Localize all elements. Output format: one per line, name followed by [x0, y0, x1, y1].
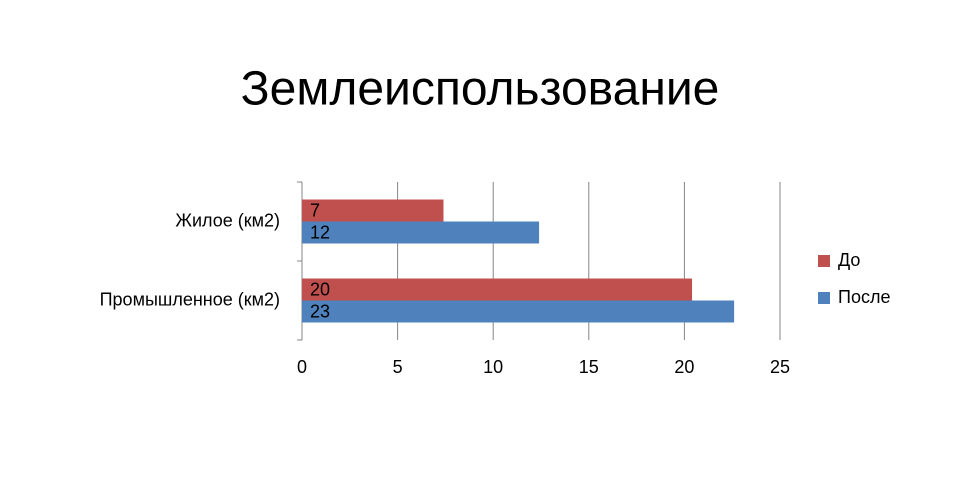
legend-swatch — [818, 255, 830, 267]
bar — [302, 300, 735, 323]
x-tick-label: 10 — [483, 357, 503, 377]
bar — [302, 199, 444, 222]
chart-title: Землеиспользование — [241, 63, 720, 116]
x-tick-label: 0 — [297, 357, 307, 377]
data-label: 7 — [310, 200, 320, 220]
bar — [302, 278, 693, 301]
x-tick-label: 5 — [393, 357, 403, 377]
legend-swatch — [818, 292, 830, 304]
legend-label: После — [838, 287, 890, 307]
data-label: 12 — [310, 222, 330, 242]
data-label: 20 — [310, 279, 330, 299]
data-label: 23 — [310, 301, 330, 321]
x-tick-label: 25 — [770, 357, 790, 377]
x-tick-label: 20 — [674, 357, 694, 377]
y-tick-label: Промышленное (км2) — [100, 289, 280, 309]
y-tick-label: Жилое (км2) — [175, 210, 280, 230]
x-tick-label: 15 — [579, 357, 599, 377]
bar — [302, 221, 540, 244]
legend-label: До — [838, 250, 860, 270]
